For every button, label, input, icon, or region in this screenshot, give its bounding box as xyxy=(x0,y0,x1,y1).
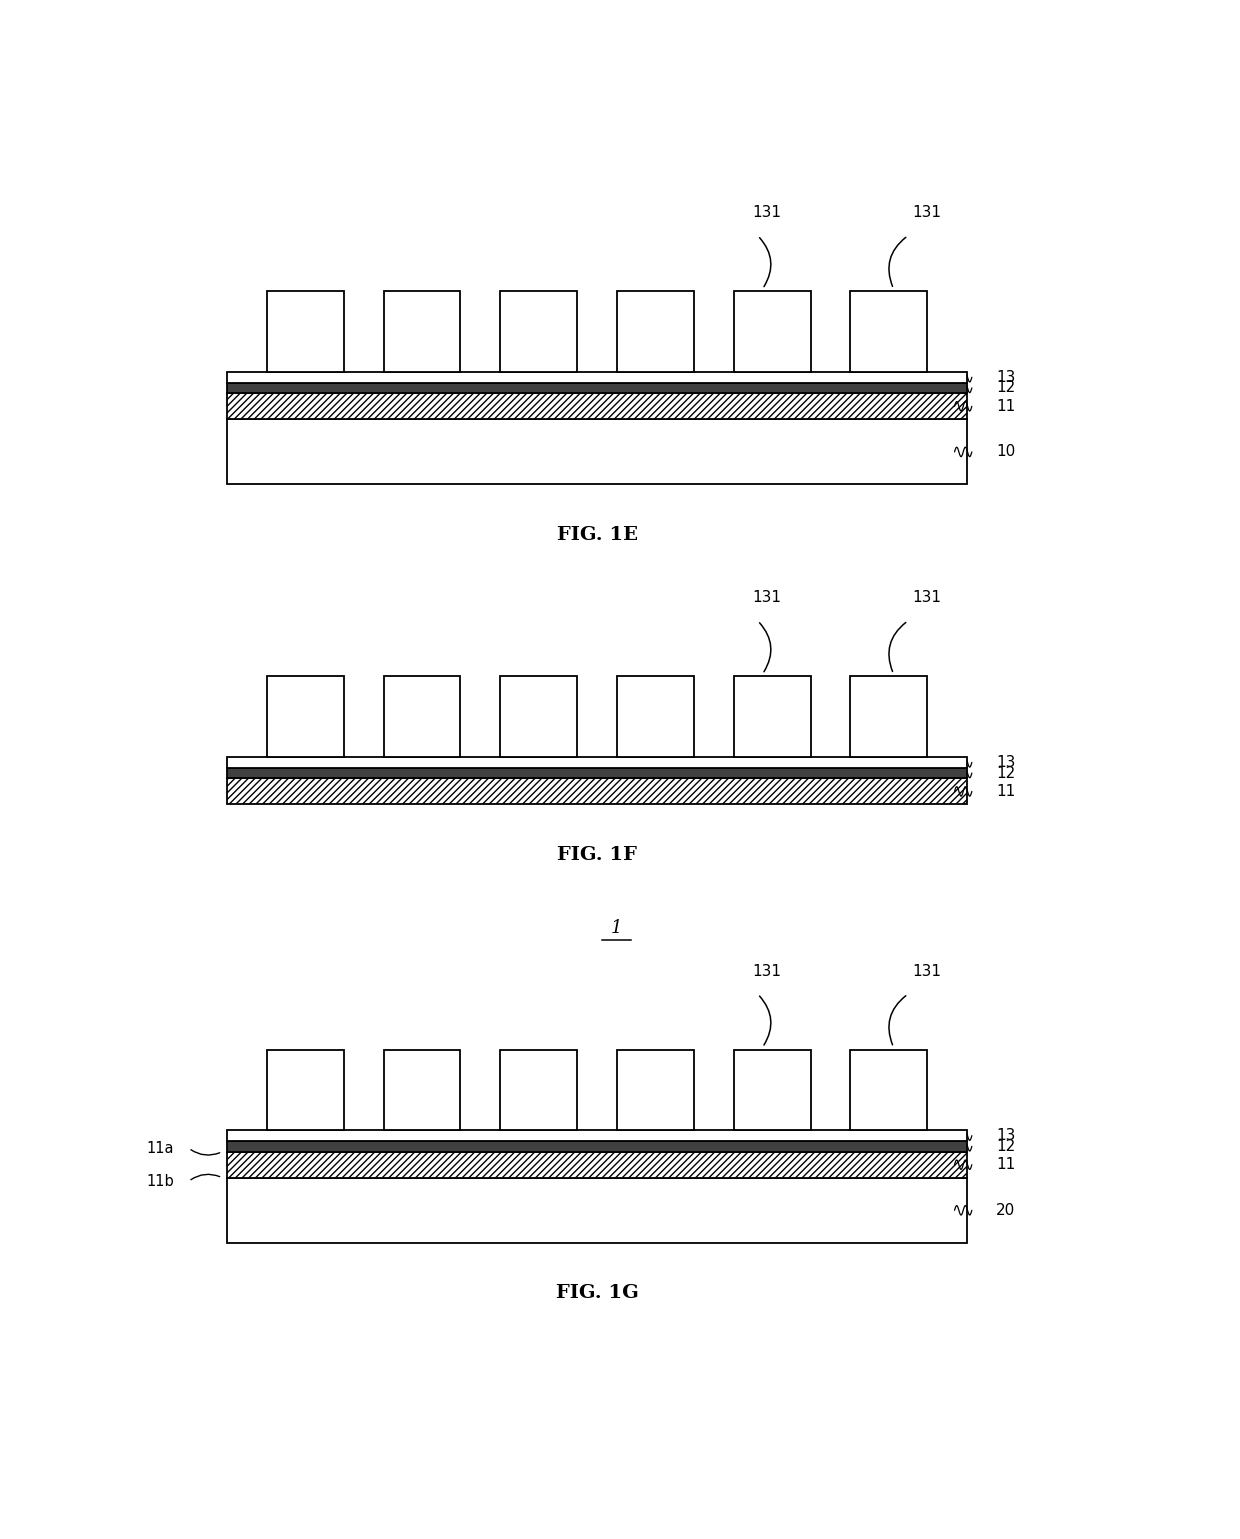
Text: 131: 131 xyxy=(753,591,781,605)
Bar xyxy=(734,291,811,372)
Text: 12: 12 xyxy=(996,765,1016,780)
Bar xyxy=(500,677,577,757)
Bar xyxy=(618,1050,694,1130)
Text: 13: 13 xyxy=(996,369,1016,385)
Text: 131: 131 xyxy=(913,591,941,605)
Text: FIG. 1E: FIG. 1E xyxy=(557,526,637,543)
Bar xyxy=(227,1151,967,1177)
Bar xyxy=(227,1130,967,1140)
Bar xyxy=(851,1050,928,1130)
Bar xyxy=(383,291,460,372)
Bar xyxy=(227,779,967,805)
Bar xyxy=(618,291,694,372)
Text: 131: 131 xyxy=(913,205,941,220)
Text: 20: 20 xyxy=(996,1203,1016,1217)
Text: 11: 11 xyxy=(996,1157,1016,1173)
Text: 12: 12 xyxy=(996,380,1016,396)
Bar xyxy=(227,757,967,768)
Text: 131: 131 xyxy=(913,963,941,979)
Text: 11a: 11a xyxy=(146,1140,174,1156)
Bar xyxy=(500,291,577,372)
Bar xyxy=(227,1177,967,1244)
Bar xyxy=(383,1050,460,1130)
Text: 10: 10 xyxy=(996,445,1016,460)
Bar xyxy=(851,291,928,372)
Bar xyxy=(500,1050,577,1130)
Text: 131: 131 xyxy=(753,205,781,220)
Text: 13: 13 xyxy=(996,1128,1016,1143)
Bar xyxy=(227,394,967,419)
Bar xyxy=(227,419,967,485)
Text: 11b: 11b xyxy=(146,1174,174,1188)
Bar xyxy=(734,1050,811,1130)
Bar xyxy=(227,1140,967,1151)
Bar xyxy=(851,677,928,757)
Text: FIG. 1F: FIG. 1F xyxy=(557,846,637,863)
Text: 11: 11 xyxy=(996,399,1016,414)
Bar xyxy=(267,291,343,372)
Text: 131: 131 xyxy=(753,963,781,979)
Bar xyxy=(267,1050,343,1130)
Bar xyxy=(227,372,967,383)
Bar xyxy=(618,677,694,757)
Text: 12: 12 xyxy=(996,1139,1016,1154)
Bar xyxy=(383,677,460,757)
Bar xyxy=(227,768,967,779)
Text: 1: 1 xyxy=(610,919,622,937)
Text: 13: 13 xyxy=(996,756,1016,770)
Text: FIG. 1G: FIG. 1G xyxy=(556,1285,639,1302)
Bar xyxy=(227,383,967,394)
Bar xyxy=(267,677,343,757)
Text: 11: 11 xyxy=(996,783,1016,799)
Bar xyxy=(734,677,811,757)
